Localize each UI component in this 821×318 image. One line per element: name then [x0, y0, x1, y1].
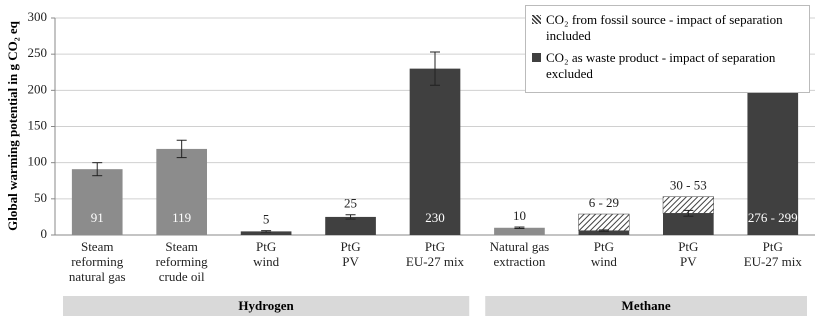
- y-tick-label: 50: [34, 190, 47, 205]
- data-label: 30 - 53: [670, 178, 707, 193]
- data-label: 276 - 299: [748, 210, 798, 225]
- x-tick-label: PtG: [340, 239, 360, 254]
- x-tick-label: reforming: [156, 254, 208, 269]
- bar: [325, 216, 376, 235]
- error-bar: [345, 214, 356, 220]
- legend-swatch: [532, 15, 541, 24]
- bar: [156, 148, 207, 235]
- x-tick-label: PV: [680, 254, 697, 269]
- x-tick-label: PV: [342, 254, 359, 269]
- bar: [71, 169, 123, 235]
- x-tick-label: wind: [253, 254, 280, 269]
- error-bar: [598, 229, 609, 232]
- x-tick-label: EU-27 mix: [406, 254, 465, 269]
- x-tick-label: Steam: [165, 239, 198, 254]
- error-bar: [514, 226, 525, 229]
- group-box: [485, 296, 807, 316]
- bar: [494, 227, 545, 235]
- legend-item: CO₂ from fossil source - impact of separ…: [532, 12, 803, 44]
- x-tick-label: EU-27 mix: [744, 254, 803, 269]
- x-tick-label: PtG: [678, 239, 698, 254]
- bar-segment-hatched: [578, 213, 630, 231]
- x-tick-label: reforming: [71, 254, 123, 269]
- data-label: 25: [344, 196, 357, 211]
- bar: [578, 230, 630, 235]
- data-label: 5: [263, 212, 270, 227]
- legend-swatch: [532, 53, 541, 62]
- data-label: 119: [172, 210, 191, 225]
- error-bar: [176, 139, 187, 159]
- y-tick-label: 0: [41, 226, 48, 241]
- group-label: Methane: [622, 298, 671, 313]
- legend: CO₂ from fossil source - impact of separ…: [525, 5, 810, 93]
- x-tick-label: PtG: [594, 239, 614, 254]
- error-bar: [430, 51, 440, 86]
- x-tick-label: PtG: [763, 239, 783, 254]
- legend-item: CO₂ as waste product - impact of separat…: [532, 50, 803, 82]
- legend-label: CO₂ from fossil source - impact of separ…: [546, 12, 783, 43]
- y-tick-label: 250: [28, 45, 48, 60]
- data-label: 6 - 29: [589, 195, 619, 210]
- x-tick-label: Steam: [81, 239, 114, 254]
- error-bar: [683, 209, 694, 217]
- y-axis-title: Global warming potential in g CO₂ eq: [5, 20, 20, 231]
- x-tick-label: wind: [591, 254, 618, 269]
- error-bar: [261, 230, 272, 233]
- x-tick-label: extraction: [493, 254, 545, 269]
- y-tick-label: 200: [28, 81, 48, 96]
- group-box: [63, 296, 470, 316]
- x-tick-label: Natural gas: [490, 239, 550, 254]
- y-tick-label: 150: [28, 117, 48, 132]
- legend-label: CO₂ as waste product - impact of separat…: [546, 50, 776, 81]
- bar: [409, 68, 461, 235]
- group-label: Hydrogen: [238, 298, 294, 313]
- x-tick-label: natural gas: [69, 269, 126, 284]
- x-tick-label: crude oil: [159, 269, 205, 284]
- y-tick-label: 100: [28, 154, 48, 169]
- y-tick-label: 300: [28, 9, 48, 24]
- data-label: 10: [513, 208, 526, 223]
- data-label: 230: [425, 210, 445, 225]
- bar: [663, 213, 714, 235]
- error-bar: [92, 162, 103, 177]
- bar: [240, 231, 292, 235]
- x-tick-label: PtG: [425, 239, 445, 254]
- x-tick-label: PtG: [256, 239, 276, 254]
- data-label: 91: [91, 210, 104, 225]
